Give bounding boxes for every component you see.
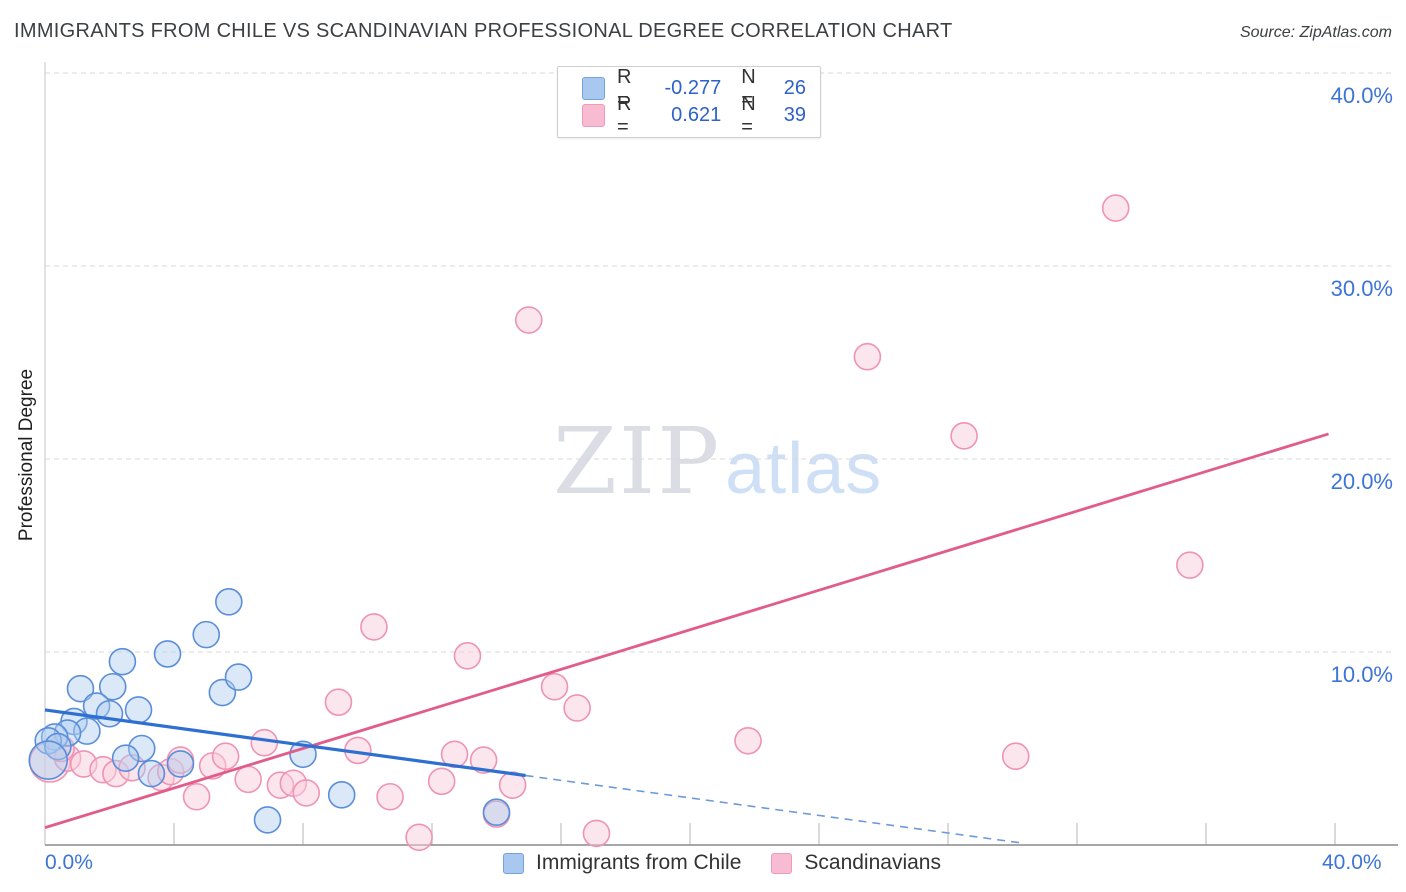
scatter-point-chile: [28, 740, 69, 780]
trend-line-scandinavians: [44, 432, 1329, 829]
scatter-point-chile: [127, 734, 156, 763]
scatter-point-chile: [224, 663, 253, 691]
scatter-point-chile: [111, 744, 140, 772]
legend-label-scandinavians: Scandinavians: [804, 851, 941, 874]
scatter-point-scandinavian: [182, 782, 211, 811]
series-legend: Immigrants from Chile Scandinavians: [503, 851, 941, 875]
scatter-point-scandinavian: [1176, 551, 1204, 579]
r-label: R =: [617, 92, 632, 138]
scatter-point-scandinavian: [427, 767, 456, 796]
scatter-point-scandinavian: [950, 422, 978, 450]
x-axis-min-label: 0.0%: [45, 851, 93, 874]
scatter-point-scandinavian: [1101, 194, 1130, 222]
scatter-point-chile: [95, 699, 124, 728]
scatter-point-chile: [192, 620, 221, 649]
scatter-point-chile: [108, 647, 137, 676]
scatter-point-scandinavian: [853, 342, 882, 371]
scatter-point-chile: [137, 759, 166, 788]
stats-row-scandinavians: R = 0.621 N = 39: [582, 93, 806, 138]
legend-item-chile: Immigrants from Chile: [503, 851, 741, 875]
y-tick-label-10pct: 10.0%: [1330, 662, 1393, 687]
scatter-point-chile: [166, 750, 195, 778]
y-tick-label-30pct: 30.0%: [1330, 276, 1393, 301]
scatter-point-scandinavian: [376, 782, 404, 811]
y-tick-label-40pct: 40.0%: [1330, 83, 1393, 108]
stats-row-chile: R = -0.277 N = 26: [582, 66, 806, 111]
scatter-point-chile: [124, 696, 153, 724]
scatter-point-chile: [327, 781, 356, 809]
legend-label-chile: Immigrants from Chile: [536, 851, 742, 874]
legend-item-scandinavians: Scandinavians: [771, 851, 941, 875]
scatter-point-scandinavian: [563, 694, 591, 722]
scatter-point-scandinavian: [540, 672, 569, 701]
r-label: R =: [617, 65, 632, 111]
scatter-point-chile: [44, 732, 72, 761]
r-value-chile: -0.277: [664, 77, 722, 99]
scatter-point-chile: [253, 806, 282, 834]
scatter-point-scandinavian: [514, 306, 543, 334]
scatter-point-chile: [98, 672, 127, 701]
scatter-point-chile: [482, 798, 511, 826]
n-value-scandinavians: 39: [783, 104, 806, 126]
scatter-point-scandinavian: [360, 613, 388, 641]
scatter-point-scandinavian: [734, 726, 762, 755]
source-attribution: Source: ZipAtlas.com: [1239, 24, 1392, 41]
r-value-scandinavians: 0.621: [671, 104, 722, 126]
chile-legend-swatch-icon: [503, 852, 524, 874]
n-label: N =: [741, 65, 756, 111]
chile-swatch-icon: [582, 77, 605, 100]
scatter-point-scandinavian: [250, 728, 279, 757]
y-tick-label-20pct: 20.0%: [1330, 469, 1393, 494]
x-axis-max-label: 40.0%: [1322, 851, 1382, 874]
n-value-chile: 26: [783, 77, 806, 99]
trend-line-chile-solid: [44, 708, 526, 778]
scatter-point-scandinavian: [582, 819, 611, 848]
scatter-point-scandinavian: [292, 779, 321, 807]
scatter-point-chile: [82, 692, 111, 720]
correlation-stats-legend: R = -0.277 N = 26 R = 0.621 N = 39: [557, 66, 821, 138]
scatter-point-scandinavian: [211, 742, 240, 771]
scatter-point-scandinavian: [453, 642, 482, 670]
scatter-point-scandinavian: [469, 746, 498, 774]
scatter-point-chile: [153, 640, 182, 668]
scatter-point-chile: [66, 674, 95, 703]
scatter-point-scandinavian: [405, 823, 433, 852]
scandinavians-swatch-icon: [582, 104, 605, 127]
scatter-point-scandinavian: [324, 688, 353, 716]
page-title: IMMIGRANTS FROM CHILE VS SCANDINAVIAN PR…: [14, 20, 953, 42]
n-label: N =: [741, 92, 756, 138]
scatter-point-scandinavian: [1001, 742, 1030, 771]
scandinavians-legend-swatch-icon: [771, 852, 793, 874]
scatter-point-scandinavian: [234, 765, 262, 794]
scatter-point-chile: [215, 588, 243, 616]
